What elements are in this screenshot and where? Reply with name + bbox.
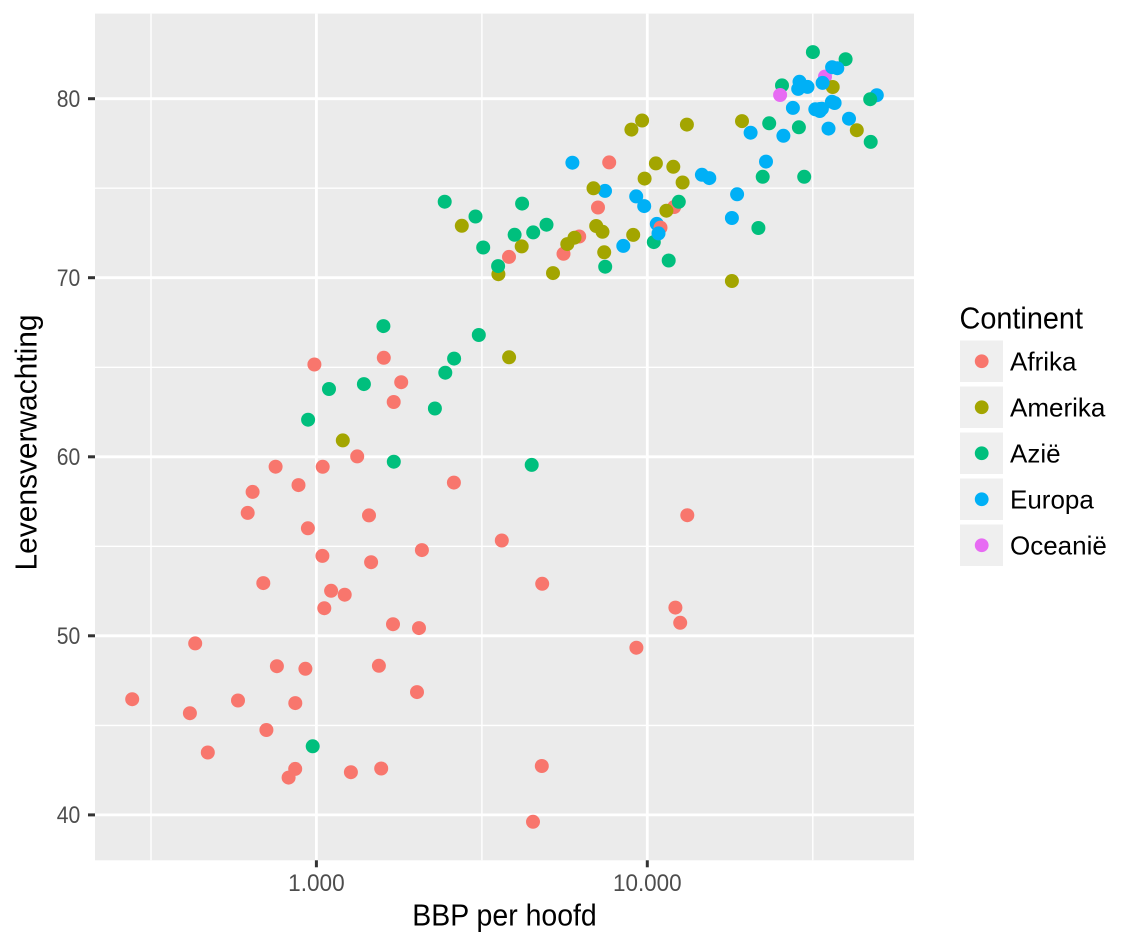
- svg-text:Afrika: Afrika: [1010, 346, 1077, 376]
- svg-text:10.000: 10.000: [613, 870, 682, 897]
- svg-text:Continent: Continent: [960, 301, 1084, 336]
- svg-text:Azië: Azië: [1010, 438, 1061, 468]
- svg-text:Levensverwachting: Levensverwachting: [9, 315, 44, 571]
- svg-text:BBP per hoofd: BBP per hoofd: [412, 898, 597, 933]
- svg-text:Amerika: Amerika: [1010, 392, 1106, 422]
- svg-text:40: 40: [57, 802, 81, 829]
- svg-text:Oceanië: Oceanië: [1010, 530, 1107, 560]
- svg-text:1.000: 1.000: [288, 870, 345, 897]
- svg-text:80: 80: [57, 86, 81, 113]
- svg-text:70: 70: [57, 265, 81, 292]
- svg-text:Europa: Europa: [1010, 484, 1094, 514]
- svg-text:60: 60: [57, 444, 81, 471]
- svg-text:50: 50: [57, 623, 81, 650]
